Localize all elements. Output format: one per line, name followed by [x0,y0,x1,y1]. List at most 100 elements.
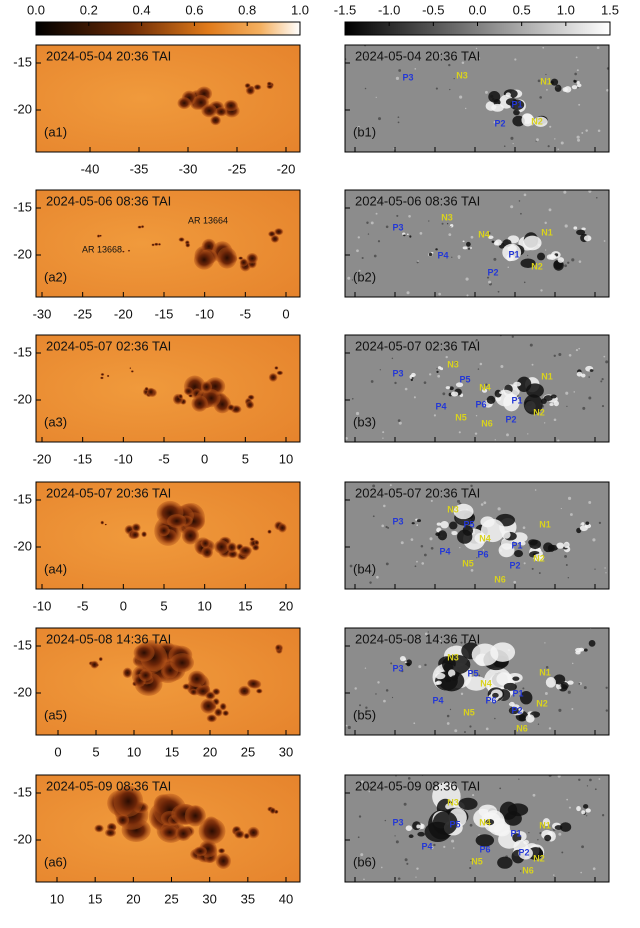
sunspot [170,653,195,673]
speckle [364,667,367,669]
polarity-label: N6 [522,865,534,875]
speckle [453,53,455,56]
speckle [458,431,461,434]
sunspot [206,714,217,723]
sunspot [246,252,258,264]
speckle [513,580,517,584]
negative-flux [573,79,576,83]
polarity-label: N4 [480,678,492,688]
polarity-label: P3 [392,516,403,526]
x-tick-label: -40 [81,161,100,176]
positive-flux [581,522,585,526]
sunspot [200,698,217,714]
x-tick-label: 20 [203,744,217,759]
speckle [536,138,539,142]
speckle [601,378,604,381]
polarity-label: N2 [531,116,543,126]
speckle [561,851,564,854]
speckle [606,67,609,70]
speckle [381,524,385,528]
y-tick-label: -20 [13,831,32,846]
speckle [581,132,584,134]
positive-flux [571,85,578,90]
speckle [546,89,548,91]
speckle [396,214,399,217]
sunspot [193,249,215,270]
negative-flux [553,674,566,685]
negative-flux [450,226,452,228]
speckle [506,433,509,437]
panel-label: (a2) [44,269,67,284]
speckle [575,56,578,59]
speckle [443,845,446,849]
positive-flux [549,403,554,406]
colorbar-tick-label: 0.0 [468,2,486,17]
speckle [581,845,584,849]
positive-flux [487,235,494,240]
negative-flux [411,377,414,379]
positive-flux [523,839,529,845]
positive-flux [439,367,444,371]
timestamp: 2024-05-07 20:36 TAI [46,485,171,500]
speckle [499,787,502,790]
polarity-label: N3 [441,212,453,222]
speckle [560,507,562,510]
positive-flux [480,518,505,543]
speckle [568,806,571,809]
colorbar-tick-label: 0.4 [133,2,151,17]
speckle [595,196,598,199]
sunspot [100,373,105,376]
speckle [424,663,427,667]
speckle [351,279,354,281]
x-tick-label: -10 [195,306,214,321]
region-annotation: AR 13668 [82,244,122,254]
speckle [463,731,466,734]
speckle [565,563,568,566]
positive-flux [578,647,585,652]
x-tick-label: -10 [114,451,133,466]
speckle [475,47,478,50]
negative-flux [550,78,559,86]
speckle [375,96,377,98]
negative-flux [589,369,594,372]
speckle [430,499,433,502]
positive-flux [448,669,456,678]
speckle [577,138,581,142]
speckle [494,439,496,441]
x-tick-label: -5 [158,451,170,466]
sunspot [198,818,226,845]
negative-flux [585,521,590,525]
speckle [379,369,381,371]
negative-flux [435,248,438,251]
speckle [358,815,362,818]
x-tick-label: -35 [130,161,149,176]
positive-flux [440,520,449,529]
speckle [368,790,371,793]
speckle [475,340,477,342]
speckle [567,496,572,500]
polarity-label: P4 [439,546,450,556]
colorbar-tick-label: -0.5 [422,2,444,17]
sunspot [178,393,183,400]
speckle [369,786,372,789]
speckle [564,224,568,228]
speckle [606,88,609,92]
sunspot [247,679,260,689]
positive-flux [416,524,419,526]
sunspot [215,853,232,870]
positive-flux [576,371,583,377]
speckle [512,143,514,145]
speckle [540,289,543,292]
sunspot [274,228,284,236]
polarity-label: P6 [479,844,490,854]
speckle [548,727,552,730]
negative-flux [408,834,414,839]
x-tick-label: -25 [228,161,247,176]
speckle [452,847,455,849]
sunspot [201,546,214,559]
speckle [470,484,473,488]
speckle [439,639,442,642]
speckle [395,76,400,80]
speckle [537,839,539,841]
speckle [378,117,382,121]
